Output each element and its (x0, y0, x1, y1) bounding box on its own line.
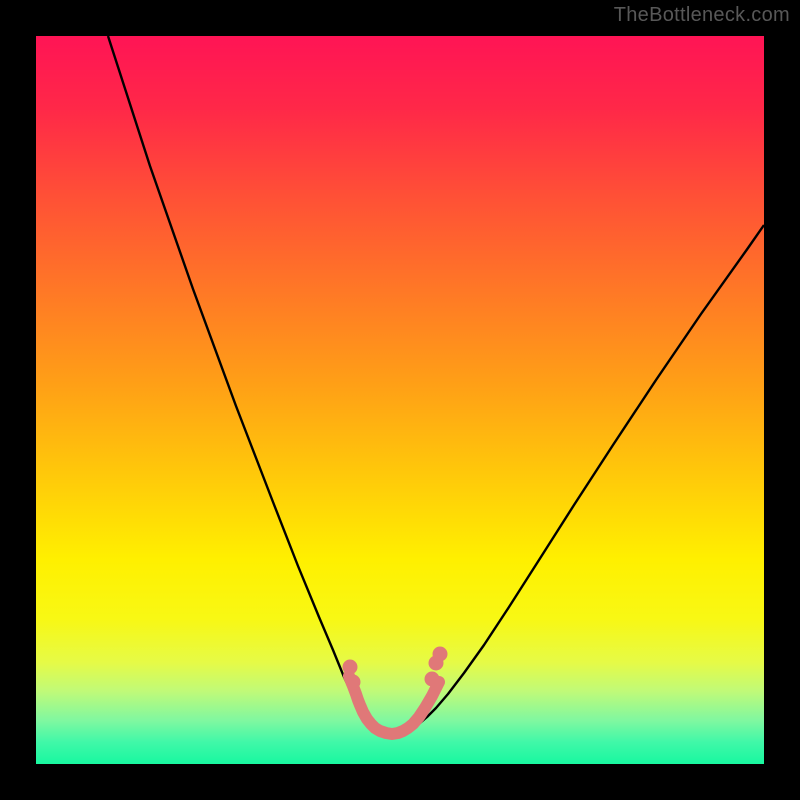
marker-dot (343, 660, 358, 675)
marker-dot (425, 672, 440, 687)
watermark-text: TheBottleneck.com (614, 4, 790, 27)
bottleneck-chart (0, 0, 800, 800)
marker-dot (346, 675, 361, 690)
plot-background (36, 36, 764, 764)
marker-dot (433, 647, 448, 662)
